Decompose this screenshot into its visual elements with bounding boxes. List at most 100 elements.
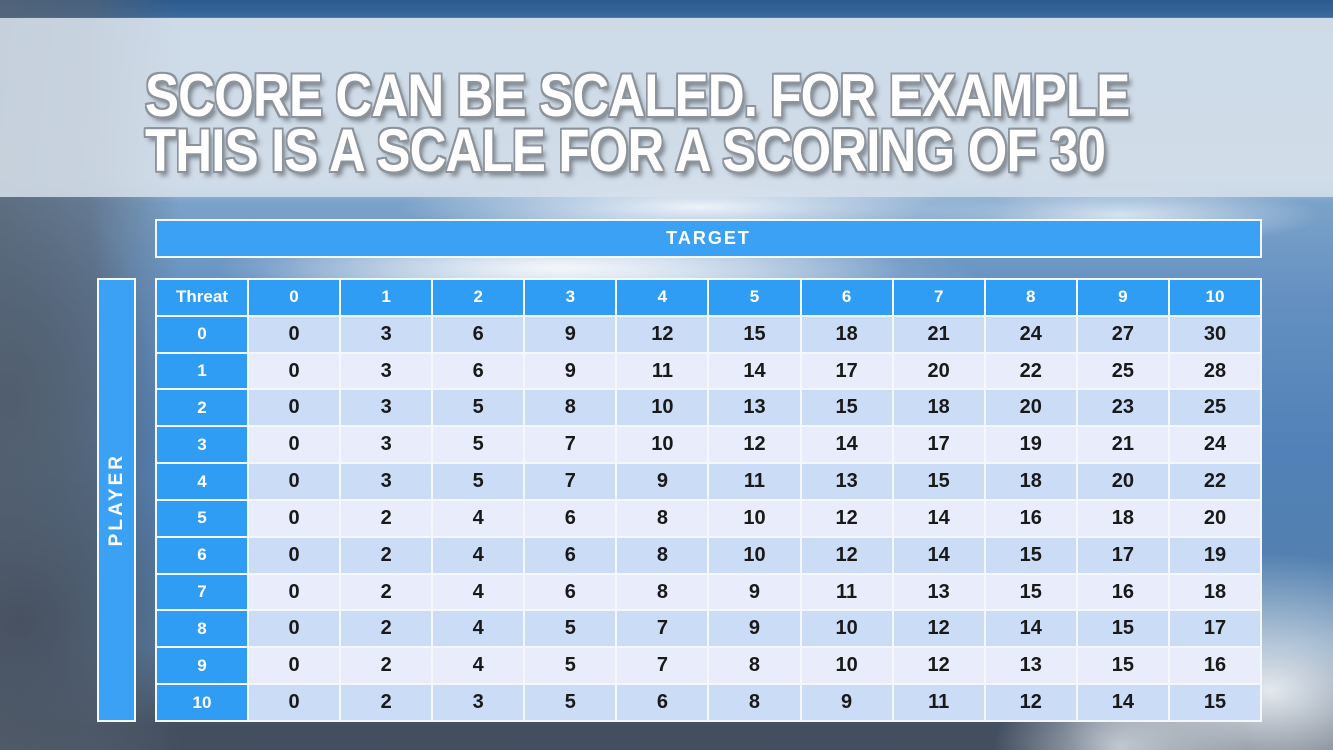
score-cell: 0 bbox=[249, 537, 340, 573]
player-value-header: 9 bbox=[157, 648, 247, 684]
score-cell: 13 bbox=[893, 574, 984, 610]
score-cell: 15 bbox=[1169, 685, 1260, 720]
score-cell: 0 bbox=[249, 316, 340, 352]
score-cell: 6 bbox=[433, 353, 524, 389]
score-cell: 15 bbox=[985, 537, 1076, 573]
score-cell: 15 bbox=[709, 316, 800, 352]
score-cell: 0 bbox=[249, 574, 340, 610]
score-cell: 12 bbox=[985, 685, 1076, 720]
score-cell: 6 bbox=[525, 537, 616, 573]
score-cell: 15 bbox=[985, 574, 1076, 610]
score-cell: 2 bbox=[341, 537, 432, 573]
score-cell: 5 bbox=[525, 648, 616, 684]
score-cell: 12 bbox=[617, 316, 708, 352]
score-cell: 17 bbox=[1077, 537, 1168, 573]
score-cell: 14 bbox=[801, 427, 892, 463]
score-cell: 17 bbox=[1169, 611, 1260, 647]
score-cell: 7 bbox=[617, 611, 708, 647]
score-cell: 21 bbox=[1077, 427, 1168, 463]
player-value-header: 2 bbox=[157, 390, 247, 426]
score-cell: 14 bbox=[893, 500, 984, 536]
score-cell: 10 bbox=[709, 500, 800, 536]
score-cell: 25 bbox=[1169, 390, 1260, 426]
score-cell: 11 bbox=[801, 574, 892, 610]
score-cell: 14 bbox=[893, 537, 984, 573]
score-cell: 17 bbox=[893, 427, 984, 463]
player-axis-label: PLAYER bbox=[105, 453, 127, 547]
score-cell: 6 bbox=[617, 685, 708, 720]
score-cell: 11 bbox=[893, 685, 984, 720]
player-value-header: 1 bbox=[157, 353, 247, 389]
target-value-header: 3 bbox=[525, 280, 616, 315]
score-cell: 21 bbox=[893, 316, 984, 352]
player-value-header: 0 bbox=[157, 316, 247, 352]
target-axis-label: TARGET bbox=[666, 228, 751, 248]
score-cell: 14 bbox=[709, 353, 800, 389]
score-cell: 5 bbox=[433, 390, 524, 426]
score-cell: 5 bbox=[433, 427, 524, 463]
score-cell: 3 bbox=[341, 353, 432, 389]
score-cell: 10 bbox=[801, 648, 892, 684]
score-cell: 9 bbox=[801, 685, 892, 720]
score-cell: 2 bbox=[341, 500, 432, 536]
score-cell: 15 bbox=[801, 390, 892, 426]
score-cell: 3 bbox=[341, 427, 432, 463]
score-cell: 8 bbox=[709, 648, 800, 684]
player-axis-bar: PLAYER bbox=[97, 278, 136, 722]
score-cell: 0 bbox=[249, 500, 340, 536]
target-axis-bar: TARGET bbox=[155, 219, 1262, 258]
score-cell: 16 bbox=[1077, 574, 1168, 610]
score-cell: 20 bbox=[1077, 464, 1168, 499]
score-cell: 17 bbox=[801, 353, 892, 389]
score-cell: 4 bbox=[433, 500, 524, 536]
score-cell: 20 bbox=[1169, 500, 1260, 536]
player-value-header: 5 bbox=[157, 500, 247, 536]
score-table: Threat 0 1 2 3 4 5 6 7 8 9 10 0 0 3 6 9 12 15 18 21 24 27 30 1 0 3… bbox=[155, 278, 1262, 722]
score-cell: 22 bbox=[985, 353, 1076, 389]
score-cell: 20 bbox=[893, 353, 984, 389]
player-value-header: 3 bbox=[157, 427, 247, 463]
score-cell: 2 bbox=[341, 574, 432, 610]
score-cell: 10 bbox=[801, 611, 892, 647]
score-cell: 0 bbox=[249, 464, 340, 499]
score-cell: 9 bbox=[525, 316, 616, 352]
score-cell: 8 bbox=[617, 574, 708, 610]
score-cell: 4 bbox=[433, 648, 524, 684]
score-cell: 4 bbox=[433, 537, 524, 573]
score-cell: 8 bbox=[709, 685, 800, 720]
score-cell: 13 bbox=[801, 464, 892, 499]
score-cell: 6 bbox=[525, 500, 616, 536]
score-cell: 10 bbox=[709, 537, 800, 573]
score-cell: 18 bbox=[985, 464, 1076, 499]
target-value-header: 7 bbox=[893, 280, 984, 315]
score-cell: 20 bbox=[985, 390, 1076, 426]
score-cell: 9 bbox=[525, 353, 616, 389]
score-cell: 7 bbox=[525, 464, 616, 499]
score-cell: 24 bbox=[985, 316, 1076, 352]
target-value-header: 10 bbox=[1169, 280, 1260, 315]
score-cell: 0 bbox=[249, 685, 340, 720]
score-cell: 12 bbox=[801, 500, 892, 536]
slide-title: SCORE CAN BE SCALED. FOR EXAMPLE THIS IS… bbox=[145, 66, 1130, 181]
score-cell: 13 bbox=[709, 390, 800, 426]
score-cell: 24 bbox=[1169, 427, 1260, 463]
target-value-header: 1 bbox=[341, 280, 432, 315]
target-value-header: 2 bbox=[433, 280, 524, 315]
player-value-header: 10 bbox=[157, 685, 247, 720]
score-cell: 3 bbox=[341, 316, 432, 352]
score-cell: 9 bbox=[709, 574, 800, 610]
score-cell: 5 bbox=[433, 464, 524, 499]
score-cell: 10 bbox=[617, 427, 708, 463]
score-cell: 5 bbox=[525, 611, 616, 647]
score-cell: 22 bbox=[1169, 464, 1260, 499]
score-cell: 18 bbox=[893, 390, 984, 426]
score-cell: 0 bbox=[249, 390, 340, 426]
score-cell: 7 bbox=[525, 427, 616, 463]
score-cell: 3 bbox=[341, 464, 432, 499]
score-cell: 23 bbox=[1077, 390, 1168, 426]
score-cell: 15 bbox=[893, 464, 984, 499]
score-cell: 3 bbox=[433, 685, 524, 720]
score-cell: 0 bbox=[249, 648, 340, 684]
score-cell: 11 bbox=[617, 353, 708, 389]
